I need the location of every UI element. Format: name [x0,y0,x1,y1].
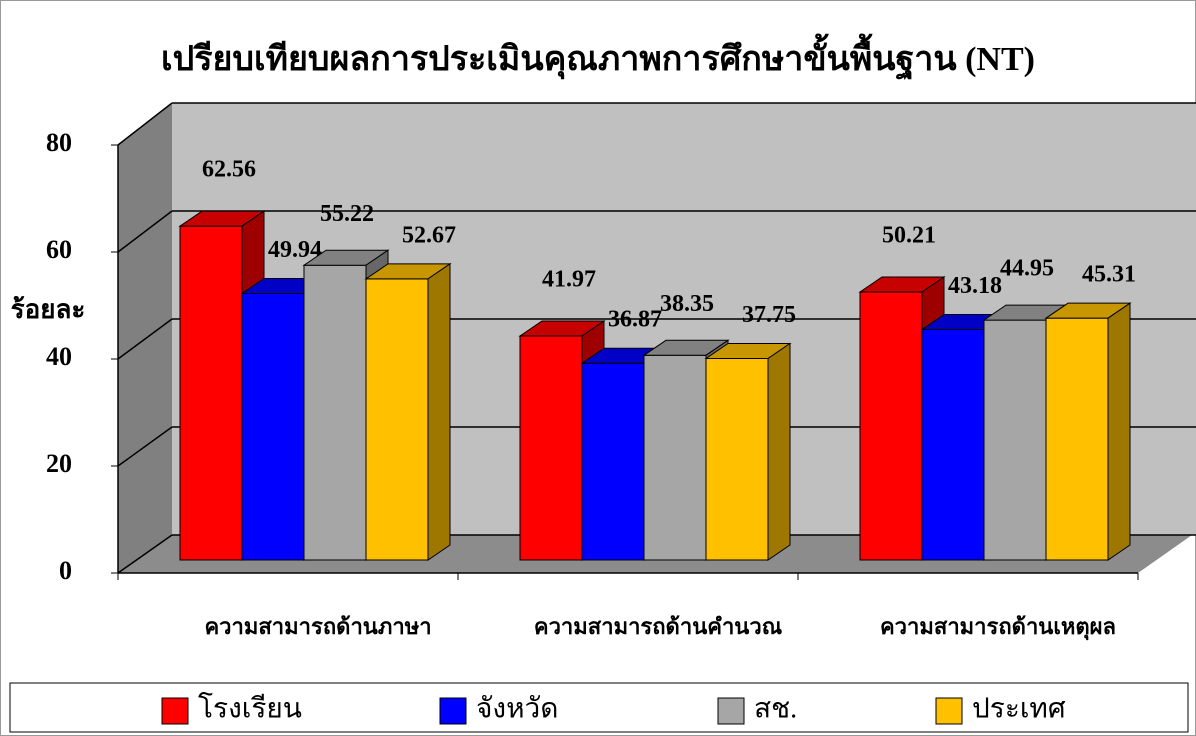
x-tick-label: ความสามารถด้านภาษา [204,615,431,640]
data-label: 62.56 [202,157,256,183]
data-label: 43.18 [948,273,1002,299]
grid-line [117,318,173,360]
bar-side [427,262,451,561]
legend-swatch [717,697,745,725]
bar [983,319,1047,561]
bar [643,354,707,561]
bar [365,278,429,561]
data-label: 50.21 [882,223,936,249]
bar [921,329,985,561]
x-tick-label: ความสามารถด้านคำนวณ [534,615,782,640]
bar [179,225,243,561]
grid-line [117,102,173,146]
x-tick-label: ความสามารถด้านเหตุผล [880,615,1116,641]
data-label: 38.35 [660,291,714,317]
legend-label: โรงเรียน [198,691,302,724]
chart-title: เปรียบเทียบผลการประเมินคุณภาพการศึกษาขั้… [161,33,1035,81]
data-label: 52.67 [402,222,456,248]
data-label: 41.97 [542,266,596,292]
bar [581,362,645,561]
grid-line [117,210,173,253]
legend-label: ประเทศ [972,693,1066,724]
y-tick-label: 0 [59,556,72,585]
legend-label: สช. [754,693,797,724]
side-wall [118,103,172,573]
data-label: 37.75 [742,302,796,328]
bar [241,292,305,561]
bar [519,335,583,561]
legend-swatch [161,697,189,725]
data-label: 44.95 [1000,256,1054,282]
data-label: 36.87 [608,307,662,333]
legend-box [9,682,1189,733]
bar-side [1107,302,1131,561]
bar-side [767,342,791,561]
bar [705,358,769,561]
bar [303,264,367,561]
legend-label: จังหวัด [476,693,558,724]
grid-line [117,534,173,574]
y-tick-label: 60 [46,235,72,264]
data-label: 45.31 [1082,262,1136,288]
data-label: 55.22 [320,201,374,227]
y-axis-title: ร้อยละ [11,295,86,324]
legend-swatch [439,697,467,725]
y-tick-label: 40 [46,342,72,371]
bar [1045,317,1109,561]
bar [859,291,923,561]
legend-swatch [935,697,963,725]
y-tick-label: 20 [46,449,72,478]
grid-line [117,426,173,467]
y-tick-label: 80 [46,128,72,157]
